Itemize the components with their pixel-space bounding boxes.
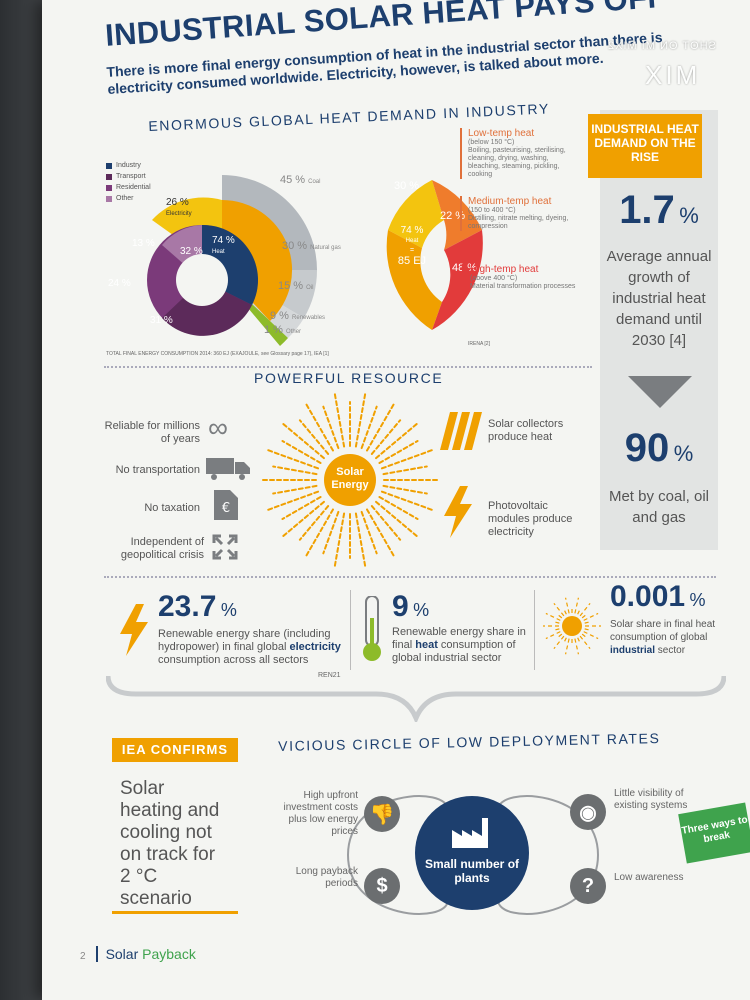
divider bbox=[104, 366, 592, 368]
side-panel-heading: INDUSTRIAL HEAT DEMAND ON THE RISE bbox=[588, 114, 702, 178]
fossil-share-stat: 90 % bbox=[624, 426, 694, 470]
transport-value: 31 % bbox=[150, 315, 173, 326]
sun-label: Solar Energy bbox=[331, 466, 369, 491]
resource-heading: POWERFUL RESOURCE bbox=[254, 370, 444, 386]
renewable-electricity-desc: Renewable energy share (including hydrop… bbox=[158, 628, 341, 666]
euro-document-icon: € bbox=[214, 490, 238, 520]
other-value: 13 % bbox=[132, 238, 155, 249]
industry-value: 32 % bbox=[180, 246, 203, 257]
upfront-costs-label: High upfront investment costs plus low e… bbox=[283, 790, 358, 837]
legend-item-residential: Residential bbox=[106, 182, 151, 193]
natural-gas-label: 30 % Natural gas bbox=[282, 240, 341, 252]
low-temp-info: Low-temp heat (below 150 °C) Boiling, pa… bbox=[460, 128, 578, 179]
renewable-electricity-stat: 23.7 % bbox=[158, 590, 237, 623]
visibility-label: Little visibility of existing systems bbox=[614, 788, 688, 811]
awareness-label: Low awareness bbox=[614, 872, 684, 883]
coal-label: 45 % Coal bbox=[280, 174, 321, 186]
transport-segment bbox=[162, 280, 252, 336]
down-arrow-icon bbox=[628, 376, 692, 408]
side-panel bbox=[600, 110, 718, 550]
lightning-icon bbox=[444, 486, 472, 538]
small-sun-icon bbox=[543, 597, 601, 655]
chart-source-left: TOTAL FINAL ENERGY CONSUMPTION 2014: 360… bbox=[106, 351, 329, 357]
solar-share-stat: 0.001 % bbox=[610, 580, 706, 613]
dollar-icon: $ bbox=[364, 868, 400, 904]
question-icon: ? bbox=[570, 868, 606, 904]
arrows-out-icon bbox=[212, 534, 238, 560]
solar-collector-icon bbox=[440, 412, 482, 450]
residential-value: 24 % bbox=[108, 278, 131, 289]
collectors-label: Solar collectors produce heat bbox=[488, 418, 564, 443]
divider bbox=[104, 576, 716, 578]
electricity-label: 26 % Electricity bbox=[166, 197, 192, 218]
thermometer-icon bbox=[363, 596, 381, 661]
stat-source: REN21 bbox=[318, 672, 341, 679]
oil-label: 15 % Oil bbox=[278, 280, 314, 292]
legend-item-transport: Transport bbox=[106, 171, 151, 182]
growth-description: Average annual growth of industrial heat… bbox=[606, 248, 712, 349]
low-temp-share: 30 % bbox=[394, 180, 420, 192]
thumbs-down-icon: 👎 bbox=[364, 796, 400, 832]
infinity-icon: ∞ bbox=[208, 412, 228, 443]
camera-watermark: SHOT ON MI MIX2 bbox=[607, 40, 716, 52]
document-page: INDUSTRIAL SOLAR HEAT PAYS OFF There is … bbox=[42, 0, 750, 1000]
other-fuel-label: 1 % Other bbox=[264, 324, 302, 336]
renewable-heat-desc: Renewable energy share in final heat con… bbox=[392, 626, 526, 664]
sun-icon bbox=[261, 392, 439, 568]
legend-item-other: Other bbox=[106, 193, 151, 204]
eye-icon: ◉ bbox=[570, 794, 606, 830]
legend-item-industry: Industry bbox=[106, 160, 151, 171]
renewable-heat-stat: 9 % bbox=[392, 590, 430, 623]
renewables-label: 9 % Renewables bbox=[270, 310, 326, 322]
heat-label: 74 % Heat bbox=[212, 235, 235, 256]
fossil-share-description: Met by coal, oil and gas bbox=[608, 488, 710, 526]
high-temp-info: High-temp heat (above 400 °C) Material t… bbox=[462, 264, 580, 291]
camera-watermark-logo: MIX bbox=[642, 60, 698, 90]
iea-body: Solar heating and cooling not on track f… bbox=[112, 764, 238, 914]
chart-legend: Industry Transport Residential Other bbox=[106, 160, 151, 204]
three-ways-tag[interactable]: Three ways to break bbox=[678, 802, 750, 864]
svg-text:€: € bbox=[222, 501, 230, 516]
lightning-icon bbox=[120, 604, 148, 656]
divider bbox=[350, 590, 351, 670]
high-temp-share: 48 % bbox=[452, 262, 478, 274]
small-number-of-plants: Small number of plants bbox=[415, 796, 529, 910]
heat-demand-chart bbox=[147, 175, 483, 346]
fan-center-label: 74 % Heat = 85 EJ bbox=[397, 225, 427, 267]
vicious-circle-heading: VICIOUS CIRCLE OF LOW DEPLOYMENT RATES bbox=[278, 729, 661, 754]
renewables-segment bbox=[248, 304, 288, 346]
factory-icon bbox=[452, 818, 488, 848]
brace-divider bbox=[106, 675, 726, 722]
no-taxation-label: No taxation bbox=[144, 502, 200, 514]
truck-icon bbox=[206, 458, 250, 480]
payback-label: Long payback periods bbox=[295, 866, 358, 889]
medium-temp-info: Medium-temp heat (150 to 400 °C) Distill… bbox=[460, 196, 578, 231]
pv-label: Photovoltaic modules produce electricity bbox=[488, 500, 573, 538]
divider bbox=[534, 590, 535, 670]
medium-temp-share: 22 % bbox=[440, 210, 466, 222]
solar-share-desc: Solar share in final heat consumption of… bbox=[610, 619, 716, 656]
heat-segment bbox=[222, 199, 293, 321]
growth-stat: 1.7 % bbox=[619, 188, 699, 232]
iea-heading: IEA CONFIRMS bbox=[112, 738, 238, 762]
page-footer: 2 Solar Payback bbox=[80, 946, 196, 962]
independent-label: Independent of geopolitical crisis bbox=[120, 536, 204, 561]
chart-source-right: IRENA [2] bbox=[468, 341, 490, 347]
no-transport-label: No transportation bbox=[115, 464, 200, 476]
reliable-label: Reliable for millions of years bbox=[104, 420, 200, 445]
